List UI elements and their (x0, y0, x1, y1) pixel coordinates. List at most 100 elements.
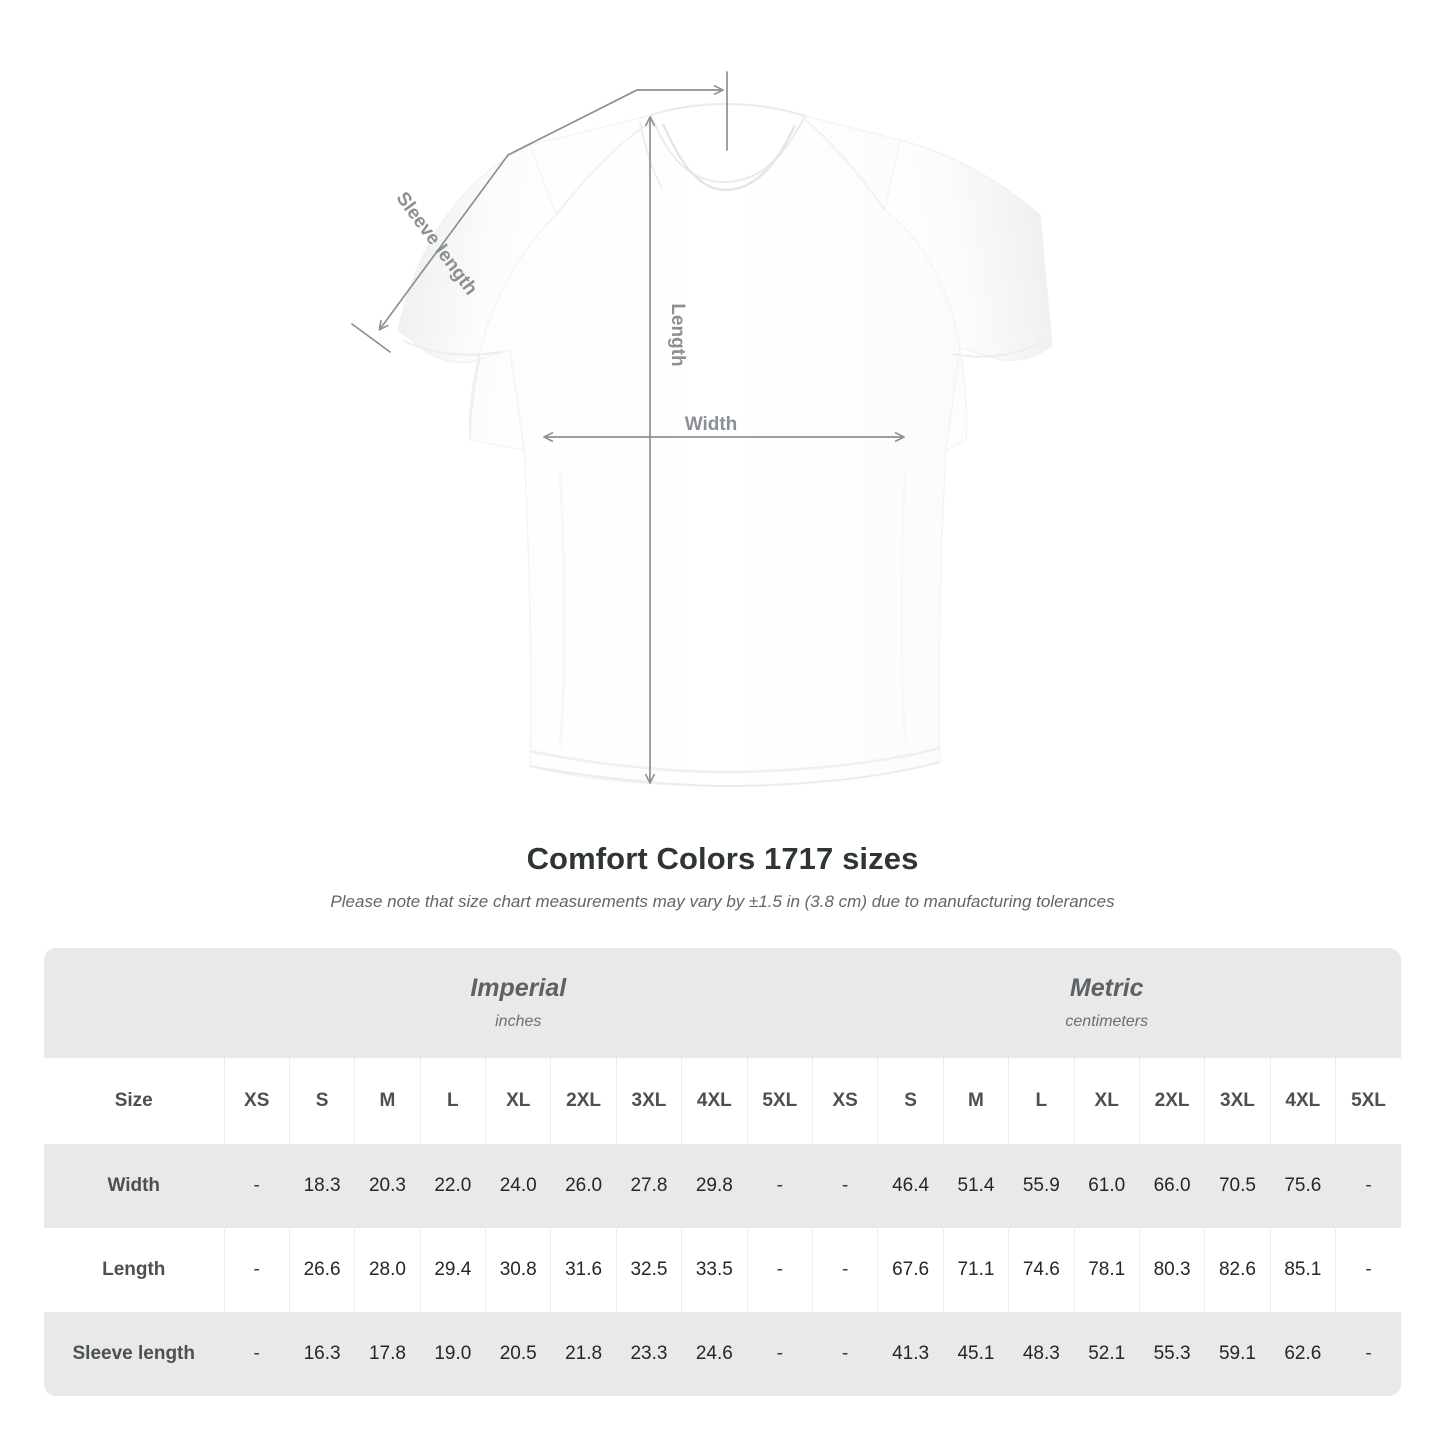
cell-width-imperial-l: 22.0 (420, 1144, 487, 1228)
unit-system-metric: Metric centimeters (812, 948, 1401, 1058)
cell-length-metric-xs: - (811, 1228, 879, 1312)
cell-width-imperial-2xl: 26.0 (550, 1144, 617, 1228)
cell-sleeve-length-imperial-l: 19.0 (420, 1312, 487, 1396)
size-column-header: Size (44, 1058, 225, 1144)
size-header-imperial-xs: XS (224, 1058, 290, 1144)
sleeve-arrow-line (380, 154, 509, 329)
empty-value: - (253, 1343, 260, 1364)
cell-sleeve-length-metric-3xl: 59.1 (1204, 1312, 1271, 1396)
cell-width-imperial-xl: 24.0 (485, 1144, 552, 1228)
cell-width-imperial-3xl: 27.8 (616, 1144, 683, 1228)
tshirt-diagram: Sleeve length Length Width (351, 71, 1053, 788)
cell-length-metric-xl: 78.1 (1074, 1228, 1140, 1312)
cell-width-metric-s: 46.4 (877, 1144, 944, 1228)
cell-sleeve-length-imperial-3xl: 23.3 (616, 1312, 683, 1396)
cell-width-imperial-4xl: 29.8 (681, 1144, 748, 1228)
empty-value: - (842, 1343, 849, 1364)
cell-sleeve-length-imperial-m: 17.8 (354, 1312, 421, 1396)
cell-length-metric-2xl: 80.3 (1139, 1228, 1206, 1312)
cell-width-metric-2xl: 66.0 (1139, 1144, 1206, 1228)
cell-length-metric-4xl: 85.1 (1270, 1228, 1337, 1312)
empty-value: - (842, 1175, 849, 1196)
size-header-imperial-s: S (289, 1058, 356, 1144)
cell-sleeve-length-metric-l: 48.3 (1008, 1312, 1075, 1396)
size-chart-table-container: Imperial inches Metric centimeters Size XS S M L… (44, 948, 1401, 1396)
cell-length-imperial-5xl: - (747, 1228, 814, 1312)
size-header-imperial-m: M (354, 1058, 421, 1144)
unit-system-unit: centimeters (1065, 1012, 1149, 1030)
row-label-length: Length (44, 1228, 225, 1312)
length-label: Length (667, 303, 688, 366)
empty-value: - (776, 1259, 783, 1280)
size-header-metric-2xl: 2XL (1139, 1058, 1206, 1144)
cell-length-imperial-m: 28.0 (354, 1228, 421, 1312)
unit-system-header-row: Imperial inches Metric centimeters (44, 948, 1401, 1058)
cell-width-metric-xl: 61.0 (1074, 1144, 1140, 1228)
measurement-lines (351, 71, 903, 782)
cell-width-metric-m: 51.4 (943, 1144, 1010, 1228)
unit-system-name: Metric (1069, 974, 1144, 1003)
cell-length-imperial-s: 26.6 (289, 1228, 356, 1312)
cell-sleeve-length-metric-4xl: 62.6 (1270, 1312, 1337, 1396)
sleeve-tick-bottom (351, 323, 391, 353)
empty-value: - (253, 1175, 260, 1196)
shirt-silhouette (397, 102, 1053, 788)
size-header-metric-xl: XL (1074, 1058, 1140, 1144)
chart-heading-block: Comfort Colors 1717 sizes Please note th… (0, 840, 1445, 913)
row-label-sleeve-length: Sleeve length (44, 1312, 225, 1396)
empty-value: - (1365, 1175, 1372, 1196)
cell-sleeve-length-metric-2xl: 55.3 (1139, 1312, 1206, 1396)
cell-length-imperial-xs: - (224, 1228, 290, 1312)
cell-width-imperial-m: 20.3 (354, 1144, 421, 1228)
size-header-imperial-2xl: 2XL (550, 1058, 617, 1144)
cell-sleeve-length-imperial-xs: - (224, 1312, 290, 1396)
cell-length-imperial-2xl: 31.6 (550, 1228, 617, 1312)
cell-sleeve-length-imperial-5xl: - (747, 1312, 814, 1396)
size-header-metric-3xl: 3XL (1204, 1058, 1271, 1144)
cell-length-imperial-l: 29.4 (420, 1228, 487, 1312)
cell-sleeve-length-metric-xs: - (811, 1312, 879, 1396)
tolerance-note: Please note that size chart measurements… (330, 892, 1115, 912)
cell-length-metric-m: 71.1 (943, 1228, 1010, 1312)
tshirt-illustration: Sleeve length Length Width (351, 71, 1053, 788)
cell-length-metric-5xl: - (1335, 1228, 1401, 1312)
size-header-metric-s: S (877, 1058, 944, 1144)
cell-width-imperial-s: 18.3 (289, 1144, 356, 1228)
cell-sleeve-length-metric-m: 45.1 (943, 1312, 1010, 1396)
row-label-width: Width (44, 1144, 225, 1228)
cell-sleeve-length-metric-5xl: - (1335, 1312, 1401, 1396)
empty-value: - (1365, 1259, 1372, 1280)
size-header-imperial-xl: XL (485, 1058, 552, 1144)
size-chart-table: Imperial inches Metric centimeters Size XS S M L… (44, 948, 1401, 1396)
cell-width-metric-xs: - (811, 1144, 879, 1228)
page-title: Comfort Colors 1717 sizes (526, 841, 919, 876)
unit-header-spacer (44, 948, 225, 1058)
size-header-metric-5xl: 5XL (1335, 1058, 1401, 1144)
table-row: Width - 18.3 20.3 22.0 24.0 26.0 27.8 29.8 - - 46.4… (44, 1144, 1401, 1228)
cell-length-metric-s: 67.6 (877, 1228, 944, 1312)
cell-sleeve-length-metric-s: 41.3 (877, 1312, 944, 1396)
empty-value: - (1365, 1343, 1372, 1364)
unit-system-unit: inches (495, 1012, 542, 1030)
size-header-imperial-4xl: 4XL (681, 1058, 748, 1144)
cell-length-imperial-xl: 30.8 (485, 1228, 552, 1312)
empty-value: - (842, 1259, 849, 1280)
unit-system-imperial: Imperial inches (224, 948, 813, 1058)
size-header-metric-l: L (1008, 1058, 1075, 1144)
sleeve-leader-diagonal (507, 89, 638, 156)
cell-length-metric-3xl: 82.6 (1204, 1228, 1271, 1312)
cell-sleeve-length-metric-xl: 52.1 (1074, 1312, 1140, 1396)
table-row: Sleeve length - 16.3 17.8 19.0 20.5 21.8 23.3 24… (44, 1312, 1401, 1396)
cell-width-metric-4xl: 75.6 (1270, 1144, 1337, 1228)
size-header-imperial-l: L (420, 1058, 487, 1144)
size-header-metric-xs: XS (811, 1058, 879, 1144)
cell-width-metric-3xl: 70.5 (1204, 1144, 1271, 1228)
cell-sleeve-length-imperial-4xl: 24.6 (681, 1312, 748, 1396)
size-header-imperial-3xl: 3XL (616, 1058, 683, 1144)
size-header-metric-4xl: 4XL (1270, 1058, 1337, 1144)
cell-length-metric-l: 74.6 (1008, 1228, 1075, 1312)
width-label: Width (685, 414, 738, 435)
cell-width-imperial-5xl: - (747, 1144, 814, 1228)
cell-length-imperial-3xl: 32.5 (616, 1228, 683, 1312)
table-row: Length - 26.6 28.0 29.4 30.8 31.6 32.5 33.5 - - 67.… (44, 1228, 1401, 1312)
